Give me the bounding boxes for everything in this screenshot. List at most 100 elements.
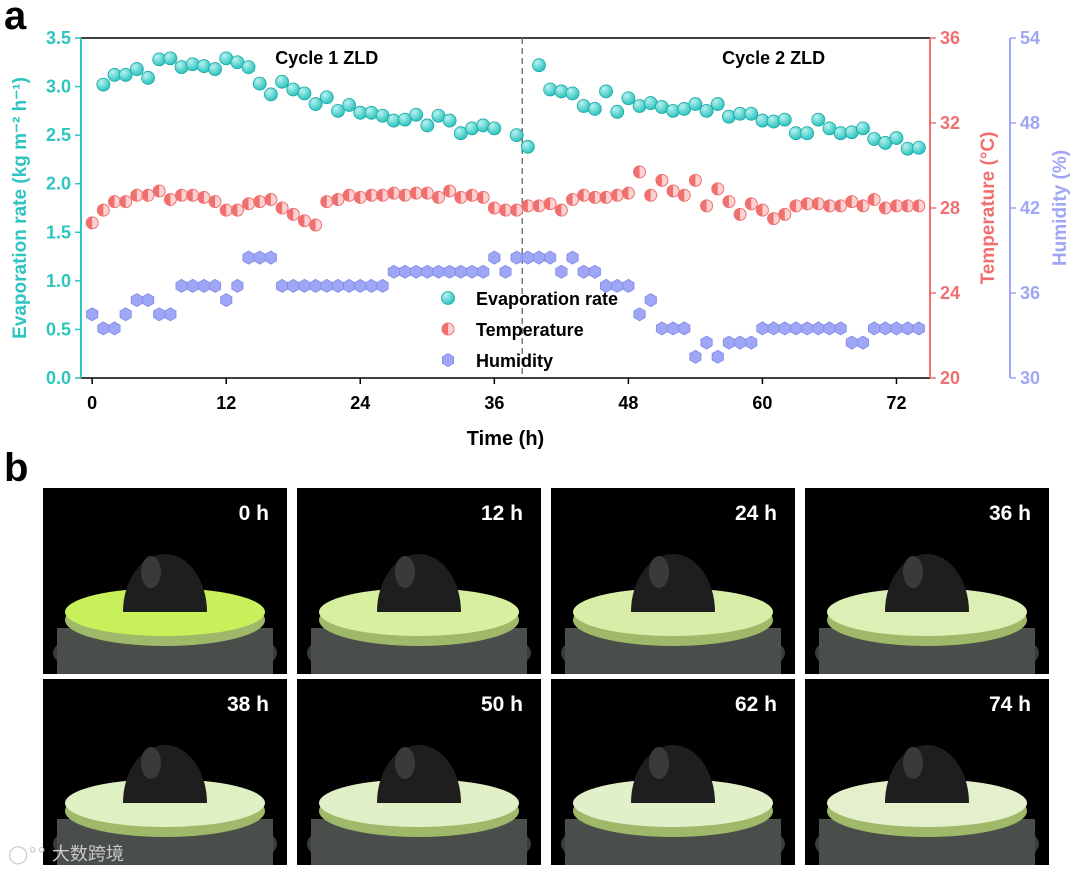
temperature-point xyxy=(331,193,345,206)
temperature-point-half xyxy=(442,323,448,335)
temperature-point-half xyxy=(398,189,405,202)
black-dome xyxy=(885,745,969,803)
temperature-point-half xyxy=(443,185,450,197)
temperature-point xyxy=(130,188,144,202)
humidity-point xyxy=(533,250,545,265)
humidity-point xyxy=(209,278,222,293)
temperature-point-half xyxy=(410,187,417,200)
black-dome xyxy=(631,554,715,612)
humidity-point xyxy=(566,250,579,265)
temperature-point xyxy=(364,188,378,202)
y-right1-tick-label: 28 xyxy=(940,198,960,218)
temperature-point xyxy=(588,190,602,204)
temperature-point-half xyxy=(197,191,204,204)
humidity-point xyxy=(879,321,892,336)
temperature-point xyxy=(543,197,557,211)
temperature-point-half xyxy=(767,212,774,225)
y-right2-tick-label: 54 xyxy=(1020,28,1040,48)
temperature-point-half xyxy=(421,187,428,200)
photo-36h: 36 h xyxy=(805,488,1049,674)
x-tick-label: 12 xyxy=(216,393,236,413)
photo-time-label: 62 h xyxy=(734,693,777,716)
y-right2-tick-label: 36 xyxy=(1020,283,1040,303)
humidity-point xyxy=(890,321,903,336)
humidity-point xyxy=(421,264,434,279)
photo-50h: 50 h xyxy=(297,679,541,865)
temperature-point-half xyxy=(220,204,227,217)
temperature-point xyxy=(767,212,781,226)
temperature-point-half xyxy=(354,191,361,204)
evaporation-point xyxy=(744,106,759,121)
y-left-tick-label: 0.5 xyxy=(46,319,71,339)
temperature-point xyxy=(856,199,870,213)
temperature-point xyxy=(454,190,468,204)
humidity-point xyxy=(778,321,791,336)
temperature-point xyxy=(778,207,792,221)
cycle-annotation: Cycle 2 ZLD xyxy=(722,48,825,68)
y-right2-tick-label: 48 xyxy=(1020,113,1040,133)
humidity-point xyxy=(253,250,266,265)
evaporation-point xyxy=(241,60,256,75)
y-right1-tick-label: 20 xyxy=(940,368,960,388)
temperature-point xyxy=(878,201,892,215)
temperature-point xyxy=(889,199,903,213)
photo-time-label: 74 h xyxy=(988,693,1031,716)
temperature-point-half xyxy=(722,195,729,208)
evaporation-point xyxy=(565,86,580,101)
temperature-point-half xyxy=(231,204,238,217)
humidity-point xyxy=(119,307,132,322)
evaporator-illustration xyxy=(815,554,1039,674)
evaporation-point xyxy=(409,107,424,122)
humidity-point xyxy=(466,264,478,279)
evaporation-point xyxy=(543,82,558,97)
evaporator-illustration xyxy=(307,554,531,674)
y-left-tick-label: 0.0 xyxy=(46,368,71,388)
humidity-point xyxy=(186,278,199,293)
evaporation-point xyxy=(856,121,870,136)
dome-shine xyxy=(903,556,923,588)
temperature-point xyxy=(867,193,881,206)
y-left-tick-label: 2.5 xyxy=(46,125,71,145)
evaporation-point xyxy=(599,84,613,99)
temperature-point xyxy=(309,218,323,232)
y-right1-tick-label: 24 xyxy=(940,283,960,303)
humidity-point xyxy=(801,321,814,336)
legend-label: Temperature xyxy=(476,320,584,340)
humidity-point xyxy=(912,321,925,336)
temperature-point-half xyxy=(209,195,216,208)
humidity-point xyxy=(410,264,423,279)
temperature-point xyxy=(108,195,122,209)
humidity-point xyxy=(488,250,501,265)
temperature-point-half xyxy=(879,202,886,214)
humidity-point xyxy=(834,321,847,336)
temperature-point xyxy=(644,188,658,202)
humidity-point xyxy=(108,321,121,336)
temperature-point xyxy=(700,199,714,213)
temperature-point xyxy=(722,195,736,209)
y-right2-axis-label: Humidity (%) xyxy=(1050,150,1071,266)
evaporation-point xyxy=(889,131,904,145)
y-left-tick-label: 2.0 xyxy=(46,174,71,194)
humidity-point xyxy=(398,264,411,279)
legend-label: Humidity xyxy=(476,351,553,371)
temperature-point-half xyxy=(175,189,182,202)
dome-shine xyxy=(141,747,161,779)
temperature-point-half xyxy=(890,199,897,212)
humidity-point xyxy=(231,278,244,293)
temperature-point xyxy=(510,203,524,217)
temperature-point xyxy=(822,199,836,213)
temperature-point xyxy=(253,195,267,209)
evaporation-point xyxy=(342,98,357,112)
humidity-point xyxy=(220,293,233,308)
humidity-point xyxy=(856,335,869,350)
temperature-point xyxy=(119,195,133,209)
x-tick-label: 0 xyxy=(87,393,97,413)
temperature-point xyxy=(387,186,401,200)
evaporation-point xyxy=(208,62,222,76)
temperature-point xyxy=(744,197,758,211)
temperature-point xyxy=(755,203,769,217)
temperature-point-half xyxy=(142,189,149,202)
x-tick-label: 36 xyxy=(484,393,504,413)
evaporator-illustration xyxy=(561,554,785,674)
panel-b-label: b xyxy=(4,446,29,490)
